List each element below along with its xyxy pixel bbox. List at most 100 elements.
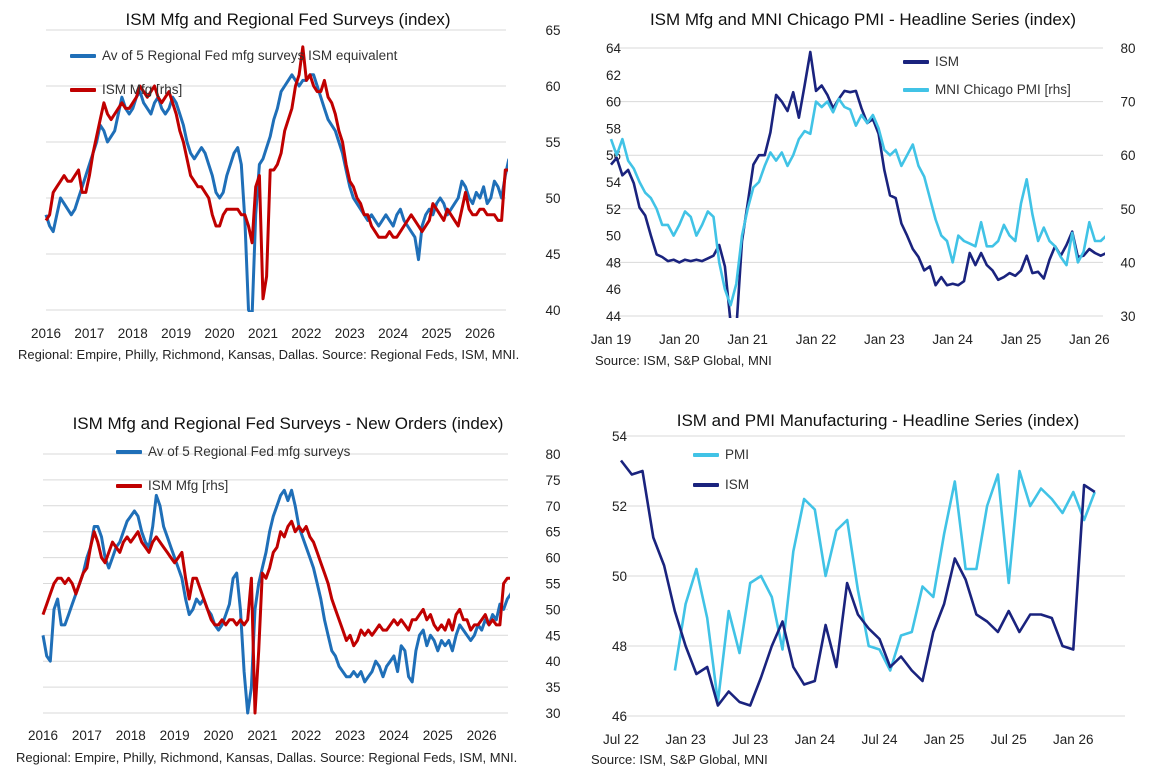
x-axis-tick-label: 2023 (335, 728, 365, 743)
right-axis-tick-label: 50 (545, 191, 560, 206)
x-axis-tick-label: Jan 23 (665, 732, 706, 747)
right-axis-tick-label: 75 (545, 473, 560, 488)
x-axis-tick-label: 2022 (291, 728, 321, 743)
x-axis-tick-label: 2024 (379, 728, 410, 743)
right-axis-tick-label: 65 (545, 23, 560, 38)
chart-source: Regional: Empire, Philly, Richmond, Kans… (18, 347, 520, 362)
x-axis-tick-label: 2021 (247, 728, 277, 743)
right-axis-tick-label: 30 (1120, 309, 1135, 324)
chart-panel-mni-chicago: ISM Mfg and MNI Chicago PMI - Headline S… (583, 0, 1153, 380)
left-axis-tick-label: 46 (612, 709, 627, 724)
legend-item: PMI (693, 442, 749, 468)
chart-source: Source: ISM, S&P Global, MNI (595, 353, 772, 368)
legend-item: ISM (693, 472, 749, 498)
left-axis-tick-label: 48 (612, 639, 627, 654)
right-axis-tick-label: 60 (1120, 148, 1135, 163)
right-axis-tick-label: 65 (545, 525, 560, 540)
x-axis-tick-label: 2017 (74, 326, 104, 341)
x-axis-tick-label: 2025 (422, 326, 452, 341)
legend-swatch (116, 450, 142, 455)
legend-swatch (693, 483, 719, 488)
legend-swatch (70, 88, 96, 93)
x-axis-tick-label: Jan 26 (1053, 732, 1094, 747)
x-axis-tick-label: Jan 25 (924, 732, 965, 747)
series-line-2 (609, 97, 1105, 307)
legend-item: MNI Chicago PMI [rhs] (903, 77, 1071, 103)
x-axis-tick-label: 2018 (116, 728, 146, 743)
right-axis-tick-label: 30 (545, 706, 560, 721)
left-axis-tick-label: 64 (606, 41, 622, 56)
chart-legend: Av of 5 Regional Fed mfg surveys ISM equ… (70, 43, 397, 103)
x-axis-tick-label: 2016 (28, 728, 58, 743)
right-axis-tick-label: 80 (545, 447, 560, 462)
chart-panel-regional-fed: ISM Mfg and Regional Fed Surveys (index)… (8, 0, 568, 380)
legend-label: ISM Mfg [rhs] (148, 478, 229, 493)
x-axis-tick-label: Jul 22 (603, 732, 639, 747)
x-axis-tick-label: 2016 (31, 326, 61, 341)
x-axis-tick-label: 2025 (423, 728, 453, 743)
chart-title: ISM Mfg and MNI Chicago PMI - Headline S… (649, 10, 1077, 29)
series-line-1 (610, 50, 1105, 318)
chart-source: Regional: Empire, Philly, Richmond, Kans… (16, 750, 518, 765)
x-axis-tick-label: Jan 19 (591, 332, 632, 347)
x-axis-tick-label: Jul 24 (861, 732, 898, 747)
x-axis-tick-label: 2020 (203, 728, 233, 743)
left-axis-tick-label: 62 (606, 68, 621, 83)
x-axis-tick-label: 2017 (72, 728, 102, 743)
legend-swatch (116, 484, 142, 489)
legend-label: Av of 5 Regional Fed mfg surveys (148, 444, 351, 459)
left-axis-tick-label: 52 (606, 202, 621, 217)
x-axis-tick-label: 2026 (465, 326, 495, 341)
right-axis-tick-label: 40 (545, 654, 560, 669)
left-axis-tick-label: 52 (612, 499, 627, 514)
legend-label: Av of 5 Regional Fed mfg surveys ISM equ… (102, 48, 398, 63)
legend-item: ISM Mfg [rhs] (116, 473, 350, 499)
series-line-1 (673, 469, 1097, 704)
legend-swatch (903, 60, 929, 65)
chart-legend: ISM MNI Chicago PMI [rhs] (903, 49, 1071, 103)
chart-source: Source: ISM, S&P Global, MNI (591, 752, 768, 767)
x-axis-tick-label: Jul 23 (732, 732, 768, 747)
right-axis-tick-label: 60 (545, 551, 560, 566)
left-axis-tick-label: 54 (612, 429, 628, 444)
x-axis-tick-label: Jan 25 (1001, 332, 1042, 347)
x-axis-tick-label: Jan 24 (795, 732, 836, 747)
x-axis-tick-label: 2019 (161, 326, 191, 341)
legend-swatch (70, 54, 96, 59)
series-line-2 (41, 519, 510, 715)
chart-title: ISM and PMI Manufacturing - Headline Ser… (676, 411, 1080, 430)
right-axis-tick-label: 35 (545, 680, 560, 695)
legend-swatch (693, 453, 719, 458)
chart-svg: 46 48 50 52 54 Jul 22 Jan 23 Jul 23 Jan 24 Jul 24… (603, 429, 1125, 747)
x-axis-tick-label: 2024 (378, 326, 409, 341)
chart-svg: 40 45 50 55 60 65 2016 2017 2018 2019 2020 2021 2022… (31, 23, 561, 341)
x-axis-tick-label: 2020 (205, 326, 235, 341)
chart-svg: 30 35 40 45 50 55 60 65 70 75 80 2016 2017 2018 2019 20… (28, 447, 561, 743)
left-axis-tick-label: 44 (606, 309, 622, 324)
x-axis-tick-label: 2023 (335, 326, 365, 341)
right-axis-tick-label: 50 (1120, 202, 1135, 217)
right-axis-tick-label: 80 (1120, 41, 1135, 56)
left-axis-tick-label: 48 (606, 255, 621, 270)
x-axis-tick-label: Jan 20 (659, 332, 700, 347)
left-axis-tick-label: 60 (606, 95, 621, 110)
right-axis-tick-label: 55 (545, 135, 560, 150)
x-axis-tick-label: Jan 23 (864, 332, 905, 347)
chart-legend: PMI ISM (693, 442, 749, 498)
x-axis-tick-label: Jan 21 (727, 332, 768, 347)
chart-legend: Av of 5 Regional Fed mfg surveys ISM Mfg… (116, 439, 350, 499)
x-axis-tick-label: Jan 24 (932, 332, 973, 347)
legend-item: ISM Mfg [rhs] (70, 77, 397, 103)
left-axis-tick-label: 50 (606, 229, 621, 244)
x-axis-tick-label: Jan 26 (1069, 332, 1110, 347)
series-line-1 (41, 488, 510, 715)
legend-item: Av of 5 Regional Fed mfg surveys ISM equ… (70, 43, 397, 69)
right-axis-tick-label: 50 (545, 602, 560, 617)
chart-title: ISM Mfg and Regional Fed Surveys (index) (125, 10, 451, 29)
right-axis-tick-label: 60 (545, 79, 560, 94)
legend-item: ISM (903, 49, 1071, 75)
legend-swatch (903, 88, 929, 93)
left-axis-tick-label: 54 (606, 175, 622, 190)
x-axis-tick-label: Jan 22 (796, 332, 837, 347)
